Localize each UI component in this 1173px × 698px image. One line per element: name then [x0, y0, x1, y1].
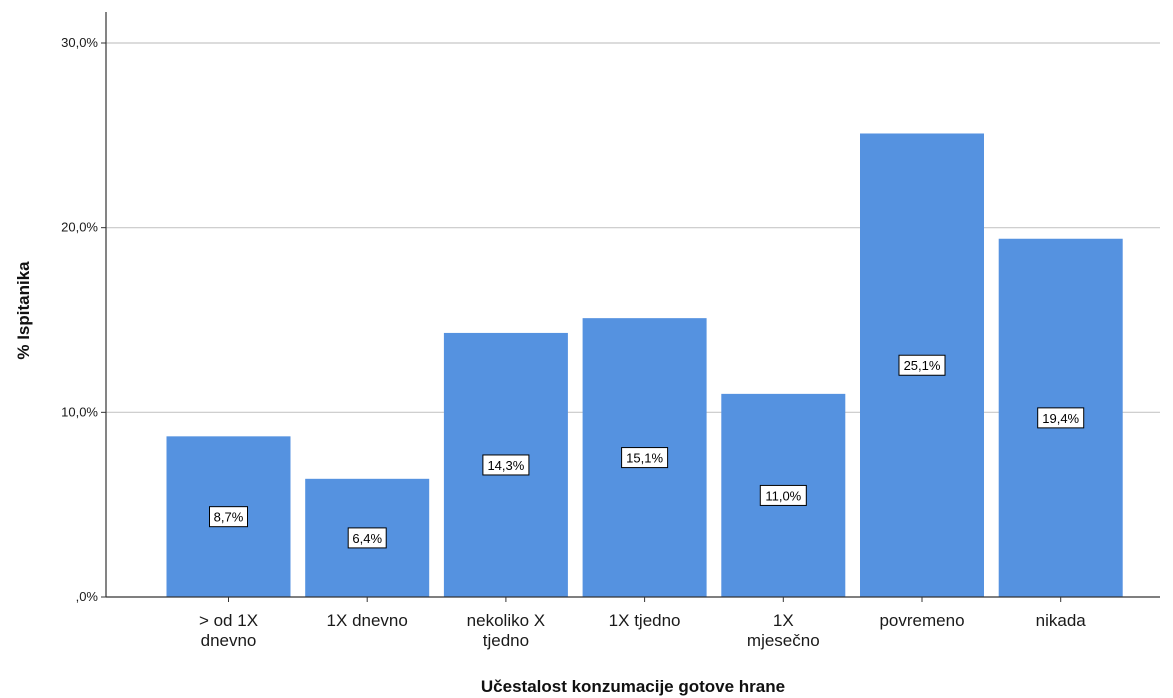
data-label: 14,3% — [487, 458, 524, 473]
data-label-box — [621, 447, 669, 469]
y-tick-label: 30,0% — [61, 35, 98, 50]
x-tick-label: > od 1X dnevno — [199, 611, 258, 650]
data-label: 8,7% — [214, 510, 244, 525]
bars — [166, 133, 1123, 597]
y-tick-label: 10,0% — [61, 404, 98, 419]
y-tick-label: ,0% — [76, 589, 99, 604]
x-tick-label: povremeno — [879, 611, 964, 630]
x-tick-label: 1X tjedno — [609, 611, 681, 630]
data-label: 6,4% — [352, 531, 382, 546]
axes — [101, 12, 1160, 602]
y-tick-label: 20,0% — [61, 220, 98, 235]
data-label-box — [209, 506, 248, 528]
x-tick-label: 1X dnevno — [327, 611, 408, 630]
data-label: 19,4% — [1042, 411, 1079, 426]
data-label-box — [482, 454, 530, 476]
x-tick-label: 1X mjesečno — [747, 611, 820, 650]
x-tick-label: nikada — [1036, 611, 1087, 630]
y-tick-labels: ,0% 10,0% 20,0% 30,0% — [61, 35, 98, 604]
x-axis-title: Učestalost konzumacije gotove hrane — [481, 677, 785, 696]
data-label-box — [347, 527, 387, 549]
data-label: 25,1% — [904, 358, 941, 373]
data-label-box — [1037, 407, 1085, 429]
data-label-box — [898, 354, 946, 376]
y-axis-title: % Ispitanika — [14, 261, 33, 360]
data-labels: 8,7% 6,4% 14,3% 15,1% 11,0% 25,1% 19,4% — [209, 354, 1085, 549]
data-label: 15,1% — [626, 451, 663, 466]
data-label: 11,0% — [765, 488, 801, 503]
data-label-box — [759, 484, 807, 506]
